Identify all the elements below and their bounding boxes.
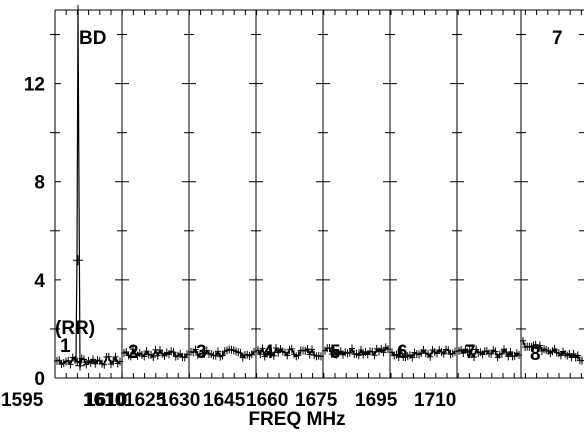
label-polarization: (RR) — [55, 318, 95, 339]
panel-dividers — [121, 10, 522, 378]
x-tick-label: 1595 — [1, 390, 44, 411]
label-bd: BD — [79, 28, 106, 49]
spike-line — [75, 9, 82, 369]
x-tick-label: 1630 — [158, 390, 200, 411]
x-tick-label: 1695 — [355, 390, 398, 411]
plot-frame — [54, 9, 584, 379]
y-tick-label: 8 — [34, 173, 45, 194]
x-axis-label: FREQ MHz — [248, 409, 345, 430]
label-seven: 7 — [552, 28, 563, 49]
x-tick-label: 1645 — [203, 390, 246, 411]
panel-index-7: 7 — [465, 342, 476, 363]
panel-index-3: 3 — [196, 342, 207, 363]
panel-index-6: 6 — [397, 342, 408, 363]
panel-index-8: 8 — [530, 344, 541, 365]
panel-index-5: 5 — [330, 342, 341, 363]
y-tick-label: 12 — [24, 75, 45, 96]
x-tick-label: 1625 — [124, 390, 167, 411]
y-tick-label: 4 — [34, 271, 45, 292]
tick-marks — [50, 10, 584, 379]
x-tick-label: 1675 — [295, 390, 338, 411]
panel-index-1: 1 — [60, 336, 71, 357]
x-tick-label: 1610 — [85, 390, 127, 411]
x-tick-label: 1610 — [83, 390, 125, 411]
panel-index-2: 2 — [128, 342, 139, 363]
x-tick-label: 1710 — [414, 390, 456, 411]
x-tick-label: 1660 — [246, 390, 288, 411]
panel-index-4: 4 — [263, 342, 274, 363]
y-tick-label: 0 — [34, 369, 45, 390]
spectrum-series — [54, 5, 584, 371]
